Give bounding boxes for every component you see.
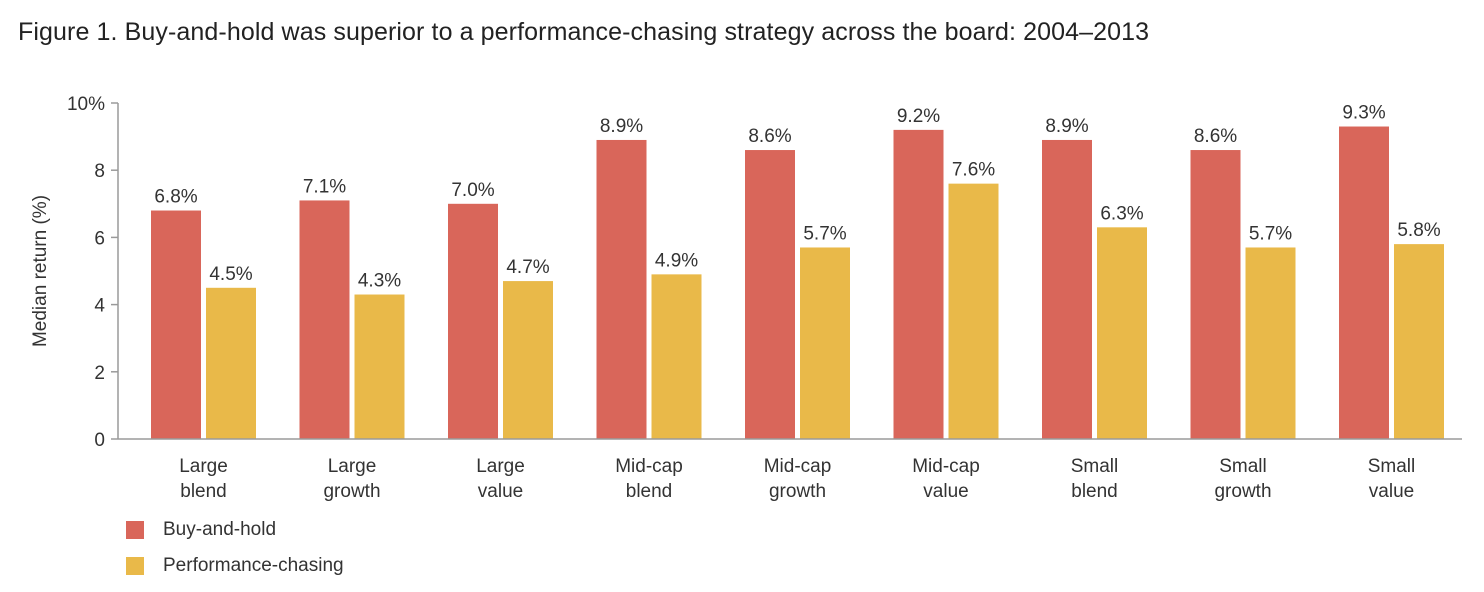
bar-value-label: 7.0%: [451, 180, 494, 201]
bar-value-label: 4.5%: [209, 264, 252, 285]
bar-performance-chasing: [1097, 227, 1147, 439]
bar-chart: Median return (%) 0 2 4 6 8 10% 6.8% 4.5% 7.1% 4…: [30, 94, 1462, 502]
bar-value-label: 8.9%: [600, 116, 643, 137]
bar-performance-chasing: [354, 294, 405, 439]
bar-series-group: 6.8% 4.5% 7.1% 4.3% 7.0% 4.7% 8.9% 4.9% 8.6% 5.7%…: [151, 103, 1444, 440]
bar-performance-chasing: [1394, 244, 1444, 439]
y-tick-label: 2: [94, 363, 105, 384]
y-tick-label: 10%: [67, 94, 105, 115]
bar-buy-and-hold: [893, 129, 944, 439]
legend-label-performance-chasing: Performance-chasing: [163, 555, 344, 576]
x-tick-label: Mid-cap growth: [764, 456, 832, 502]
bar-value-label: 6.3%: [1100, 203, 1143, 224]
legend-swatch-performance-chasing: [126, 557, 144, 575]
y-tick-label: 4: [94, 296, 105, 317]
bar-value-label: 4.3%: [358, 271, 401, 292]
x-tick-label: Mid-cap blend: [615, 456, 683, 502]
bar-performance-chasing: [1245, 247, 1296, 439]
bar-performance-chasing: [948, 183, 999, 439]
bar-value-label: 9.3%: [1342, 103, 1385, 124]
y-axis: 0 2 4 6 8 10%: [67, 94, 119, 451]
bar-buy-and-hold: [448, 203, 498, 439]
bar-buy-and-hold: [745, 150, 795, 440]
y-tick-label: 0: [94, 430, 105, 451]
bar-value-label: 9.2%: [897, 106, 940, 127]
bar-value-label: 7.6%: [952, 160, 995, 181]
y-tick-label: 6: [94, 228, 105, 249]
legend-item-performance-chasing: Performance-chasing: [126, 555, 344, 576]
x-tick-label: Large blend: [179, 456, 228, 502]
bar-buy-and-hold: [1339, 126, 1389, 440]
chart-title: Figure 1. Buy-and-hold was superior to a…: [18, 18, 1150, 46]
bar-value-label: 6.8%: [154, 187, 197, 208]
x-tick-label: Small growth: [1214, 456, 1271, 502]
x-tick-label: Small value: [1368, 456, 1416, 502]
bar-performance-chasing: [651, 274, 702, 439]
legend-item-buy-and-hold: Buy-and-hold: [126, 519, 344, 540]
bar-value-label: 5.7%: [1249, 223, 1292, 244]
legend-swatch-buy-and-hold: [126, 521, 144, 539]
legend-label-buy-and-hold: Buy-and-hold: [163, 519, 277, 540]
legend: Buy-and-hold Performance-chasing: [126, 519, 344, 592]
bar-value-label: 4.7%: [506, 257, 549, 278]
bar-value-label: 8.6%: [748, 126, 791, 147]
x-axis: Large blend Large growth Large value Mid-cap bl…: [118, 438, 1462, 502]
y-tick-label: 8: [94, 161, 105, 182]
bar-performance-chasing: [206, 287, 256, 439]
bar-performance-chasing: [503, 281, 553, 439]
bar-value-label: 7.1%: [303, 176, 346, 197]
bar-buy-and-hold: [596, 139, 647, 439]
bar-value-label: 8.6%: [1194, 126, 1237, 147]
bar-performance-chasing: [800, 247, 850, 439]
bar-buy-and-hold: [151, 210, 201, 439]
bar-value-label: 5.8%: [1397, 220, 1440, 241]
bar-buy-and-hold: [299, 200, 350, 439]
x-tick-label: Large value: [476, 456, 525, 502]
x-tick-label: Large growth: [323, 456, 380, 502]
bar-buy-and-hold: [1042, 139, 1092, 439]
bar-value-label: 5.7%: [803, 223, 846, 244]
bar-value-label: 8.9%: [1045, 116, 1088, 137]
x-tick-label: Small blend: [1071, 456, 1119, 502]
x-tick-label: Mid-cap value: [912, 456, 980, 502]
bar-buy-and-hold: [1190, 150, 1241, 440]
bar-value-label: 4.9%: [655, 250, 698, 271]
y-axis-label: Median return (%): [30, 195, 51, 347]
y-axis-label-group: Median return (%): [30, 195, 51, 347]
